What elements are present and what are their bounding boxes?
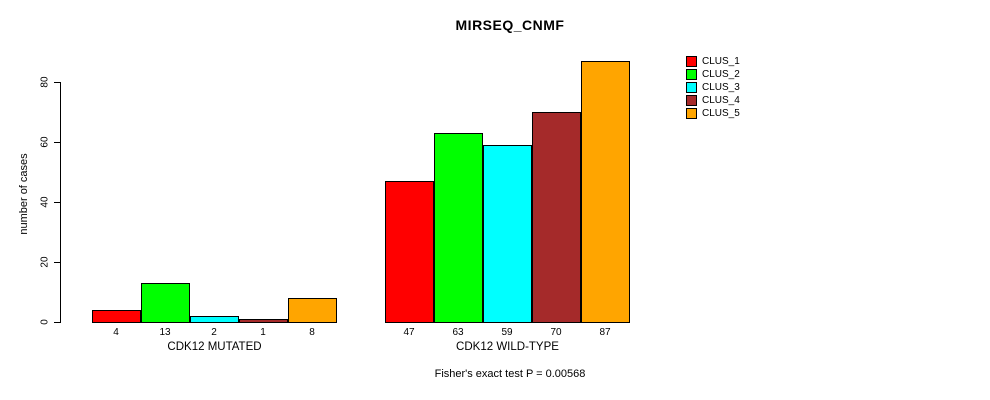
- legend-item: CLUS_2: [686, 68, 740, 81]
- caption: Fisher's exact test P = 0.00568: [434, 368, 586, 380]
- bar: [581, 61, 630, 323]
- group-label: CDK12 WILD-TYPE: [456, 341, 559, 353]
- bar: [532, 112, 581, 323]
- bar-value-label: 47: [403, 327, 415, 338]
- bar: [434, 133, 483, 323]
- bar-value-label: 87: [599, 327, 611, 338]
- legend-item: CLUS_5: [686, 107, 740, 120]
- legend-swatch: [686, 82, 697, 93]
- legend-label: CLUS_1: [702, 56, 740, 67]
- legend-item: CLUS_1: [686, 55, 740, 68]
- legend-label: CLUS_2: [702, 69, 740, 80]
- legend-swatch: [686, 108, 697, 119]
- bar: [385, 181, 434, 323]
- bar-value-label: 2: [211, 327, 217, 338]
- y-tick: [54, 142, 60, 143]
- y-tick-label-text: 40: [39, 196, 51, 208]
- legend: CLUS_1 CLUS_2 CLUS_3 CLUS_4 CLUS_5: [686, 55, 740, 120]
- legend-label: CLUS_4: [702, 95, 740, 106]
- y-tick-label-text: 80: [39, 76, 51, 88]
- bar: [190, 316, 239, 323]
- bar-value-label: 63: [452, 327, 464, 338]
- bar: [92, 310, 141, 323]
- legend-label: CLUS_3: [702, 82, 740, 93]
- bar-value-label: 59: [501, 327, 513, 338]
- y-tick-label-text: 60: [39, 136, 51, 148]
- y-axis-title-text: number of cases: [18, 153, 30, 235]
- y-tick: [54, 82, 60, 83]
- group-label: CDK12 MUTATED: [167, 341, 262, 353]
- bar: [141, 283, 190, 323]
- bar-value-label: 8: [309, 327, 315, 338]
- bar-value-label: 70: [550, 327, 562, 338]
- y-tick-label-text: 20: [39, 256, 51, 268]
- bar: [288, 298, 337, 323]
- y-tick: [54, 202, 60, 203]
- y-axis-line: [60, 82, 61, 323]
- legend-swatch: [686, 95, 697, 106]
- legend-item: CLUS_4: [686, 94, 740, 107]
- legend-item: CLUS_3: [686, 81, 740, 94]
- bar-value-label: 13: [159, 327, 171, 338]
- bar: [483, 145, 532, 323]
- y-tick-label-text: 0: [39, 319, 51, 325]
- y-tick: [54, 322, 60, 323]
- legend-swatch: [686, 69, 697, 80]
- legend-label: CLUS_5: [702, 108, 740, 119]
- bar-value-label: 4: [113, 327, 119, 338]
- legend-swatch: [686, 56, 697, 67]
- y-tick: [54, 262, 60, 263]
- chart-title: MIRSEQ_CNMF: [455, 17, 565, 33]
- bar: [239, 319, 288, 323]
- bar-value-label: 1: [260, 327, 266, 338]
